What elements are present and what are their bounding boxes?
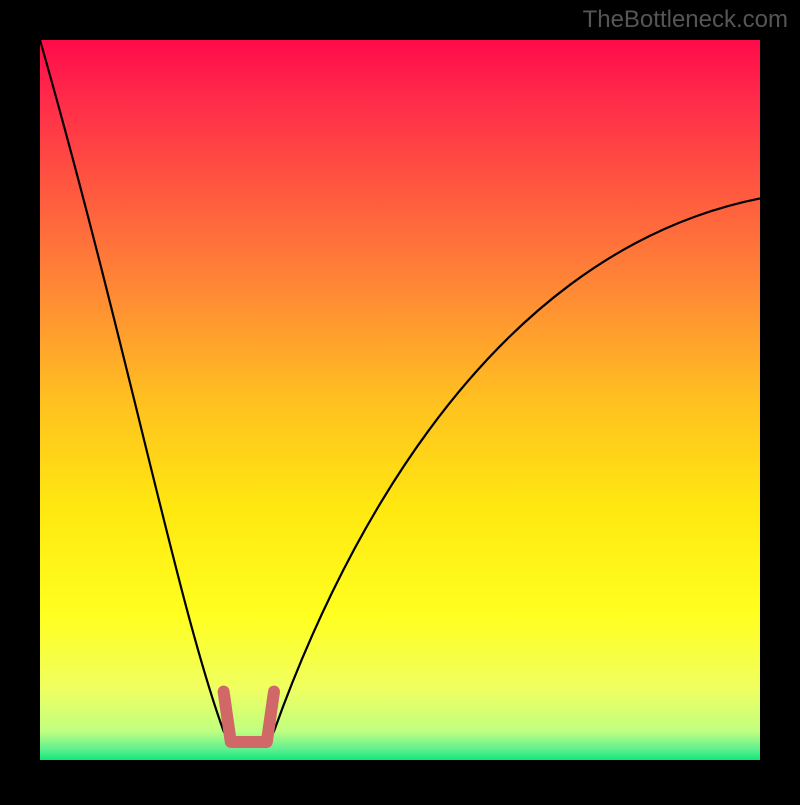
chart-frame: TheBottleneck.com bbox=[0, 0, 800, 800]
watermark-text: TheBottleneck.com bbox=[583, 6, 788, 34]
bottleneck-chart bbox=[0, 0, 800, 800]
plot-background bbox=[40, 40, 760, 760]
